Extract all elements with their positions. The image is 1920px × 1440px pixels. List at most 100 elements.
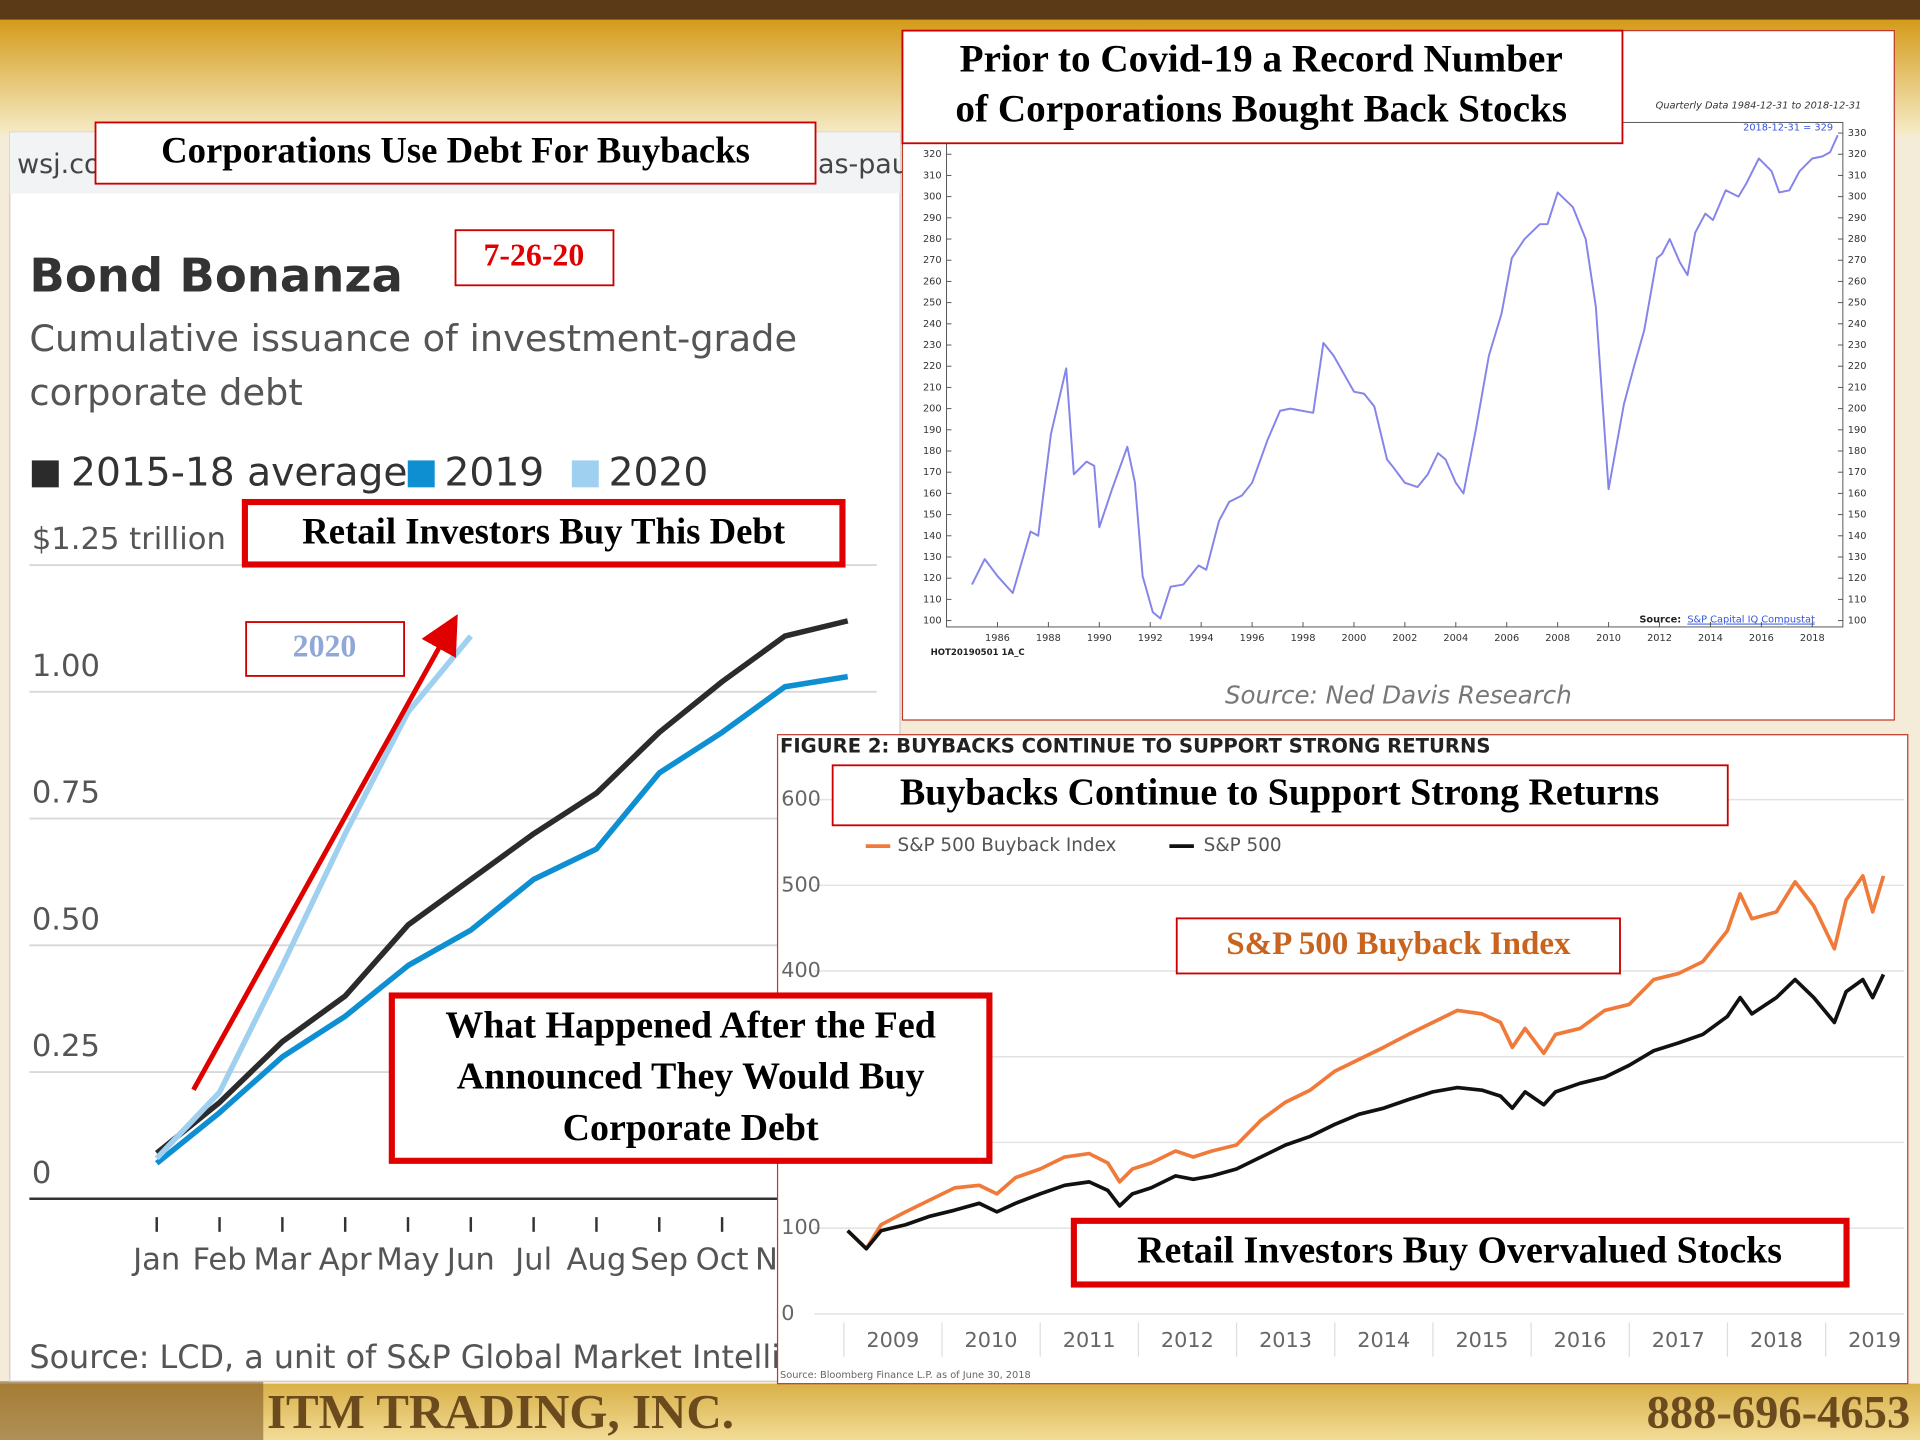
y-tick-label: 110 [1848,594,1867,605]
series-line [846,973,1886,1251]
y-tick-label: 100 [781,1215,821,1239]
y-tick-label: 160 [923,488,942,499]
footer-phone: 888-696-4653 [1647,1387,1911,1438]
note-box [831,764,1729,827]
x-tick-label: 2012 [1647,633,1672,644]
y-tick-label: 280 [923,234,942,245]
note-box [245,621,406,677]
x-tick-label: 2016 [1554,1328,1607,1352]
chart-subtitle: corporate debt [29,371,302,414]
x-tick-label: 2000 [1341,633,1366,644]
note-text: What Happened After the Fed [445,1004,935,1046]
y-tick-label: 500 [781,872,821,896]
y-tick-label: 310 [1848,170,1867,181]
note-box [1070,1217,1850,1288]
footer-graphic [0,1381,264,1440]
legend-label: S&P 500 Buyback Index [898,835,1117,856]
y-tick-label: 110 [923,594,942,605]
y-tick-label: 180 [923,446,942,457]
note-box [241,498,846,568]
chart-title: FIGURE 2: BUYBACKS CONTINUE TO SUPPORT S… [780,734,1490,757]
y-tick-label: 250 [1848,298,1867,309]
y-tick-label: 190 [923,425,942,436]
y-tick-label: 290 [1848,213,1867,224]
y-tick-label: 270 [1848,255,1867,266]
note-box [1175,917,1621,975]
y-tick-label: 290 [923,213,942,224]
chart-title: Bond Bonanza [29,249,403,303]
y-tick-label: 120 [1848,573,1867,584]
y-tick-label: 1.00 [32,649,100,684]
x-tick-label: Aug [567,1243,627,1278]
x-tick-label: 2014 [1698,633,1723,644]
note-box [94,121,817,185]
y-tick-label: 230 [923,340,942,351]
chart-subtitle: Cumulative issuance of investment-grade [29,317,797,360]
y-tick-label: 300 [923,192,942,203]
x-tick-label: May [376,1243,439,1278]
panel [901,30,1895,721]
y-tick-label: 300 [1848,192,1867,203]
y-tick-label: 180 [1848,446,1867,457]
y-tick-label: 320 [923,149,942,160]
note-box [454,229,615,287]
y-tick-label: 0 [32,1156,51,1191]
annotations: Corporations Use Debt For Buybacks 7-26-… [94,29,1850,1288]
x-tick-label: Mar [253,1243,311,1278]
y-tick-label: 250 [923,298,942,309]
x-tick-label: 2006 [1494,633,1519,644]
footer-band [0,1383,1920,1440]
legend-swatch [571,460,599,488]
y-tick-label: 150 [923,510,942,521]
note-text: S&P 500 Buyback Index [1226,926,1571,962]
note-text: Corporations Use Debt For Buybacks [161,130,750,171]
x-tick-label: 2015 [1455,1328,1508,1352]
y-tick-label: 240 [923,319,942,330]
series-line [971,134,1839,620]
series-line [846,874,1886,1251]
x-tick-label: 2019 [1848,1328,1901,1352]
x-tick-label: 2014 [1357,1328,1410,1352]
x-tick-label: 1986 [985,633,1010,644]
source-label: Source: [1639,615,1681,626]
y-tick-label: 260 [923,276,942,287]
note-text: Retail Investors Buy Overvalued Stocks [1137,1230,1782,1272]
y-tick-label: 100 [923,616,942,627]
y-tick-label: 170 [1848,467,1867,478]
y-tick-label: 170 [923,467,942,478]
x-tick-label: 2012 [1161,1328,1214,1352]
y-tick-label: 100 [1848,616,1867,627]
series-line [154,634,473,1161]
y-tick-label: 280 [1848,234,1867,245]
legend-swatch [407,460,435,488]
y-tick-label: 330 [1848,128,1867,139]
y-tick-label: 320 [1848,149,1867,160]
note-text: Corporate Debt [563,1107,819,1149]
y-tick-label: 150 [1848,510,1867,521]
source-name: S&P Capital IQ Compustat [1687,615,1815,626]
note-text: of Corporations Bought Back Stocks [955,88,1567,131]
header-strip [0,0,1920,20]
y-tick-label: 210 [923,382,942,393]
chart-source: Source: Bloomberg Finance L.P. as of Jun… [780,1370,1031,1381]
x-tick-label: 2017 [1652,1328,1705,1352]
x-tick-label: 1988 [1036,633,1061,644]
x-tick-label: Feb [192,1243,246,1278]
y-tick-label: 130 [1848,552,1867,563]
legend-label: 2020 [609,451,709,496]
chart-note: Quarterly Data 1984-12-31 to 2018-12-31 [1656,100,1862,111]
x-tick-label: 2013 [1259,1328,1312,1352]
y-tick-label: 190 [1848,425,1867,436]
x-tick-label: 2010 [1596,633,1621,644]
y-tick-label: 0.75 [32,776,100,811]
y-tick-label: 0 [781,1301,794,1325]
buyback-count-panel: Quarterly Data 1984-12-31 to 2018-12-31 … [901,30,1895,721]
y-tick-label: $1.25 trillion [32,522,226,557]
y-tick-label: 160 [1848,488,1867,499]
x-tick-label: Jan [131,1243,180,1278]
note-box [901,29,1624,145]
y-tick-label: 0.25 [32,1029,100,1064]
note-text: Announced They Would Buy [457,1056,925,1098]
note-text: 2020 [293,628,357,663]
